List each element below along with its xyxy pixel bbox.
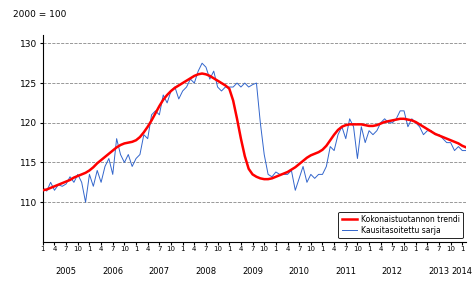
Text: 2000 = 100: 2000 = 100: [13, 10, 67, 19]
Legend: Kokonaistuotannon trendi, Kausitasoitettu sarja: Kokonaistuotannon trendi, Kausitasoitett…: [338, 212, 463, 238]
